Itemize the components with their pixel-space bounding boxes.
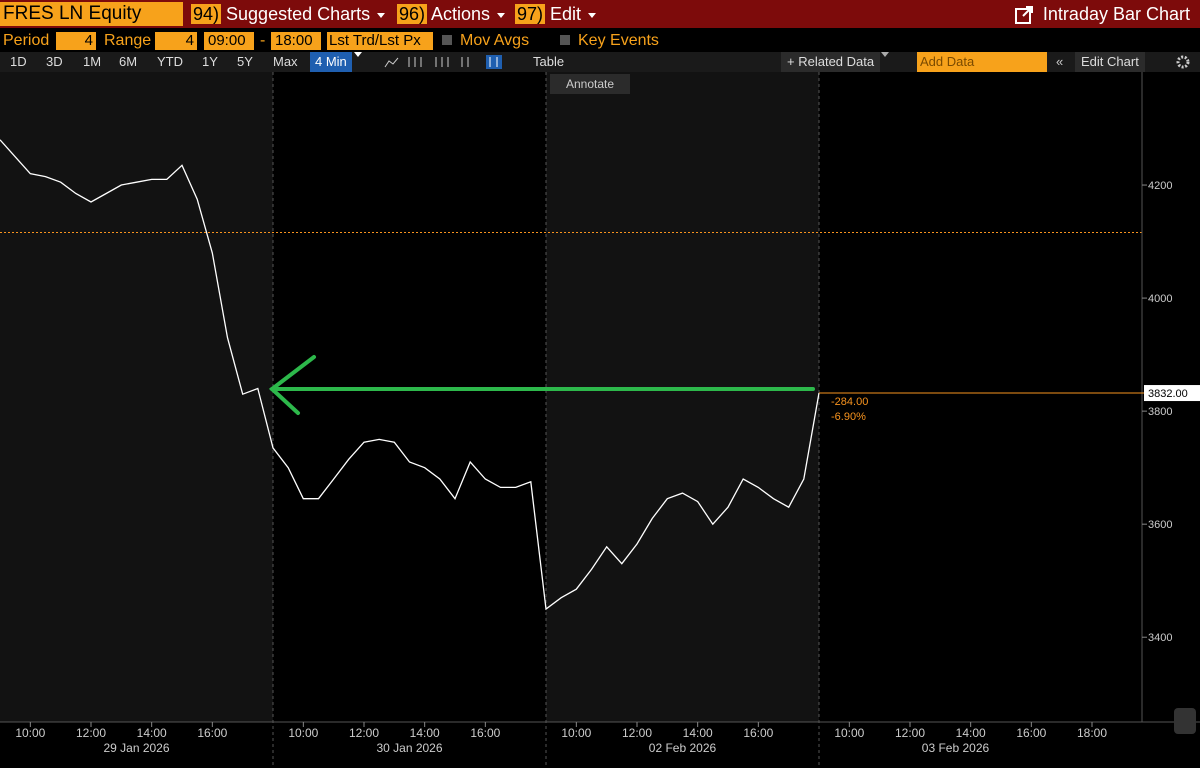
menu-label: Edit (550, 4, 582, 24)
change-label: -284.00 (831, 396, 868, 408)
input[interactable]: 09:00 (204, 32, 254, 50)
session-bg (0, 72, 273, 722)
annotate-button[interactable]: Annotate (550, 74, 630, 94)
y-tick-label: 4200 (1148, 180, 1172, 192)
button[interactable]: Table (533, 54, 565, 69)
x-tick-label: 10:00 (561, 726, 591, 740)
interval-dropdown[interactable]: 4 Min (310, 52, 362, 72)
arrow-annotation (268, 355, 815, 415)
chat-icon[interactable] (1174, 708, 1196, 734)
title-text: Intraday Bar Chart (1042, 4, 1190, 24)
x-tick-label: 10:00 (834, 726, 864, 740)
x-tick-label: 14:00 (683, 726, 713, 740)
price-line (0, 139, 820, 611)
chart: 3400 3600 3800 4000 4200 29 Jan 2026 10:00 12:0… (0, 72, 1200, 768)
day-label: 30 Jan 2026 (376, 741, 442, 755)
day-label: 02 Feb 2026 (649, 741, 717, 755)
range-button[interactable]: 1D (10, 54, 27, 69)
title-bar: FRES LN Equity 94) Suggested Charts 96) … (0, 0, 1200, 28)
settings-bar: Period 4 Range 4 09:00 - 18:00 Lst Trd/L… (0, 30, 1200, 52)
popout-icon[interactable] (1014, 6, 1033, 25)
range-button[interactable]: 1Y (202, 54, 218, 69)
label: Edit Chart (1081, 54, 1139, 69)
menu-label: Suggested Charts (226, 4, 371, 24)
x-tick-label: 10:00 (288, 726, 318, 740)
x-tick-label: 12:00 (622, 726, 652, 740)
range-button[interactable]: Max (273, 54, 298, 69)
window-title: Intraday Bar Chart (1014, 2, 1190, 26)
session-bg (546, 72, 819, 722)
x-tick-label: 16:00 (197, 726, 227, 740)
label: Key Events (578, 32, 659, 49)
x-tick-label: 16:00 (743, 726, 773, 740)
range-button[interactable]: 5Y (237, 54, 253, 69)
menu[interactable]: 96) Actions (397, 2, 506, 26)
label: Mov Avgs (460, 32, 530, 49)
x-tick-label: 16:00 (470, 726, 500, 740)
button[interactable]: + Related Data (781, 52, 890, 72)
x-tick-label: 12:00 (349, 726, 379, 740)
menu[interactable]: 97) Edit (515, 2, 597, 26)
x-tick-label: 10:00 (15, 726, 45, 740)
x-tick-label: 18:00 (1077, 726, 1107, 740)
label: Period (3, 32, 50, 49)
chart-tools[interactable] (384, 55, 514, 69)
x-tick-label: 14:00 (410, 726, 440, 740)
x-tick-label: 14:00 (137, 726, 167, 740)
settings-icon[interactable] (1176, 55, 1190, 69)
day-label: 29 Jan 2026 (103, 741, 169, 755)
input[interactable]: 4 (56, 32, 96, 50)
input[interactable]: 4 (155, 32, 197, 50)
x-tick-label: 16:00 (1016, 726, 1046, 740)
menu-num: 97) (515, 4, 546, 24)
label: 4 Min (315, 54, 347, 69)
y-tick-label: 3400 (1148, 632, 1172, 644)
last-price-box (1144, 385, 1200, 402)
menu-num: 94) (191, 4, 222, 24)
range-button[interactable]: YTD (157, 54, 183, 69)
range-button[interactable]: 3D (46, 54, 63, 69)
range-button[interactable]: 1M (83, 54, 102, 69)
menu[interactable]: 94) Suggested Charts (191, 2, 386, 26)
day-label: 03 Feb 2026 (922, 741, 990, 755)
last-price-label: 3832.00 (1148, 388, 1188, 400)
dropdown[interactable]: Lst Trd/Lst Px (327, 32, 433, 50)
label: - (260, 32, 266, 49)
security-field[interactable]: FRES LN Equity (0, 2, 183, 26)
checkbox[interactable]: Key Events (560, 30, 659, 52)
collapse-icon[interactable]: « (1056, 54, 1064, 69)
y-tick-label: 3600 (1148, 519, 1172, 531)
label: Range (104, 32, 152, 49)
input[interactable]: 18:00 (271, 32, 321, 50)
y-tick-label: 3800 (1148, 406, 1172, 418)
x-tick-label: 14:00 (956, 726, 986, 740)
change-pct-label: -6.90% (831, 411, 866, 423)
x-tick-label: 12:00 (895, 726, 925, 740)
range-button[interactable]: 6M (119, 54, 138, 69)
x-tick-label: 12:00 (76, 726, 106, 740)
label: Related Data (798, 54, 875, 69)
control-bar: 4 Min Table + Related Data Add Data « Ed… (0, 52, 1200, 72)
input[interactable]: Add Data (917, 52, 1047, 72)
checkbox[interactable]: Mov Avgs (442, 30, 529, 52)
y-tick-label: 4000 (1148, 293, 1172, 305)
button[interactable]: Edit Chart (1075, 52, 1145, 72)
menu-num: 96) (397, 4, 428, 24)
menu-label: Actions (431, 4, 491, 24)
